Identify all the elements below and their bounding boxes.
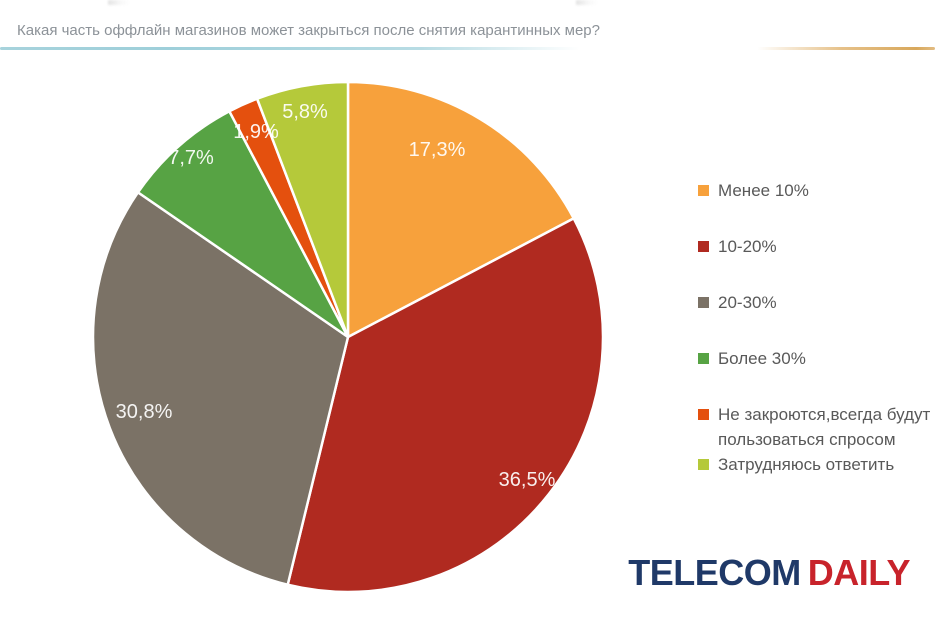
- pie-slice-0: [346, 80, 575, 339]
- pie-slice-3: [136, 110, 350, 339]
- brand-telecom: TELECOM: [628, 552, 801, 593]
- legend-swatch-yellowgreen: [698, 459, 709, 470]
- legend-item-zatrudnyayus: Затрудняюсь ответить: [698, 452, 935, 477]
- legend-item-10-20: 10-20%: [698, 234, 935, 259]
- accent-divider: [0, 47, 935, 50]
- pie-slice-5: [255, 80, 350, 339]
- legend-swatch-orange: [698, 185, 709, 196]
- pie-value-label-5: 5,8%: [282, 101, 328, 123]
- legend-item-ne-zakroyutsya: Не закроются,всегда будут пользоваться с…: [698, 402, 935, 452]
- cropped-text-remnant: [576, 0, 598, 5]
- brand-logo: TELECOM DAILY: [628, 552, 910, 594]
- cropped-text-remnant: [108, 0, 130, 5]
- pie-value-label-0: 17,3%: [409, 139, 466, 161]
- legend-label: Менее 10%: [718, 181, 809, 200]
- pie-value-label-3: 7,7%: [168, 147, 214, 169]
- legend-label: Не закроются,всегда будут пользоваться с…: [718, 405, 931, 449]
- legend-swatch-darkred: [698, 241, 709, 252]
- legend-item-bolee-30: Более 30%: [698, 346, 935, 371]
- legend-label: Более 30%: [718, 349, 806, 368]
- legend-item-20-30: 20-30%: [698, 290, 935, 315]
- pie-value-label-1: 36,5%: [499, 469, 556, 491]
- pie-slice-2: [91, 191, 350, 587]
- legend-swatch-gray: [698, 297, 709, 308]
- legend-swatch-orangered: [698, 409, 709, 420]
- legend-label: Затрудняюсь ответить: [718, 455, 895, 474]
- pie-value-label-4: 1,9%: [233, 121, 279, 143]
- pie-value-label-2: 30,8%: [116, 401, 173, 423]
- brand-daily: DAILY: [807, 552, 911, 593]
- legend-item-menee-10: Менее 10%: [698, 178, 935, 203]
- pie-slice-1: [286, 217, 605, 594]
- legend-swatch-green: [698, 353, 709, 364]
- chart-legend: Менее 10% 10-20% 20-30% Более 30% Не зак…: [698, 178, 935, 508]
- legend-label: 20-30%: [718, 293, 777, 312]
- legend-label: 10-20%: [718, 237, 777, 256]
- chart-title: Какая часть оффлайн магазинов может закр…: [17, 22, 600, 39]
